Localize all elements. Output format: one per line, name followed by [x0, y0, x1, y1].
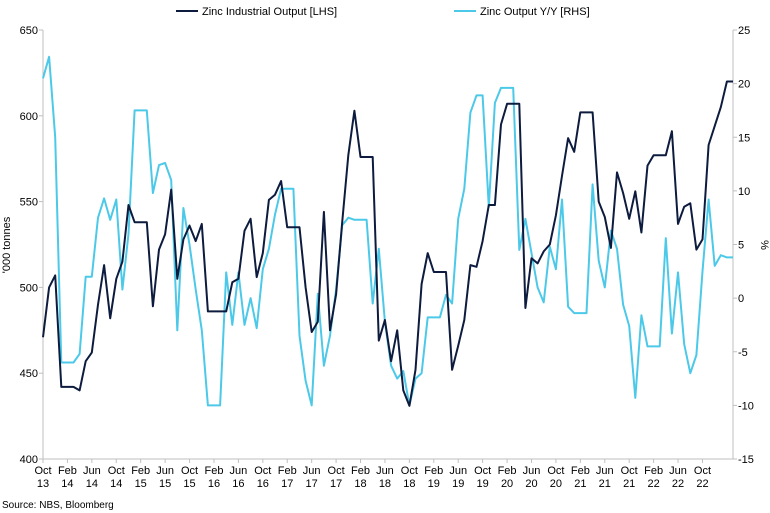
- left-tick-label: 500: [20, 282, 38, 294]
- x-tick-year: 18: [354, 478, 366, 490]
- x-tick-year: 19: [477, 478, 489, 490]
- x-tick-month: Oct: [34, 465, 51, 477]
- right-axis-title: %: [758, 240, 770, 250]
- x-tick-year: 22: [672, 478, 684, 490]
- legend-label-industrial-output: Zinc Industrial Output [LHS]: [202, 6, 337, 18]
- x-tick-year: 22: [647, 478, 659, 490]
- x-tick-year: 20: [550, 478, 562, 490]
- x-tick-month: Oct: [254, 465, 271, 477]
- x-tick-year: 16: [257, 478, 269, 490]
- x-tick-year: 19: [428, 478, 440, 490]
- left-tick-label: 550: [20, 197, 38, 209]
- x-tick-year: 13: [37, 478, 49, 490]
- x-tick-year: 19: [452, 478, 464, 490]
- x-tick-month: Jun: [230, 465, 248, 477]
- x-tick-month: Feb: [351, 465, 370, 477]
- x-tick-month: Feb: [131, 465, 150, 477]
- right-tick-label: -15: [738, 454, 754, 466]
- x-tick-year: 18: [379, 478, 391, 490]
- x-tick-year: 17: [281, 478, 293, 490]
- x-tick-month: Oct: [547, 465, 564, 477]
- x-tick-month: Jun: [523, 465, 541, 477]
- x-tick-year: 22: [696, 478, 708, 490]
- x-tick-month: Oct: [621, 465, 638, 477]
- x-tick-year: 20: [525, 478, 537, 490]
- x-tick-year: 17: [330, 478, 342, 490]
- right-axis-ticks: 25 20 15 10 5 0 -5 -10 -15: [733, 25, 754, 466]
- x-tick-month: Jun: [83, 465, 101, 477]
- right-tick-label: 5: [738, 240, 744, 252]
- left-tick-label: 450: [20, 368, 38, 380]
- series-line-industrial-output: [42, 80, 733, 407]
- x-tick-year: 21: [623, 478, 635, 490]
- x-tick-year: 21: [574, 478, 586, 490]
- x-tick-month: Jun: [376, 465, 394, 477]
- x-axis-ticks: Oct13Feb14Jun14Oct14Feb15Jun15Oct15Feb16…: [34, 459, 711, 490]
- left-tick-label: 650: [20, 25, 38, 37]
- legend-label-output-yy: Zinc Output Y/Y [RHS]: [480, 6, 590, 18]
- x-tick-month: Feb: [58, 465, 77, 477]
- x-tick-year: 16: [208, 478, 220, 490]
- right-tick-label: 0: [738, 293, 744, 305]
- x-tick-month: Oct: [328, 465, 345, 477]
- x-tick-month: Jun: [596, 465, 614, 477]
- x-tick-year: 14: [110, 478, 122, 490]
- right-tick-label: 20: [738, 79, 750, 91]
- left-axis-ticks: 650 600 550 500 450 400: [20, 25, 43, 466]
- x-tick-year: 14: [86, 478, 98, 490]
- x-tick-month: Feb: [571, 465, 590, 477]
- legend: Zinc Industrial Output [LHS] Zinc Output…: [176, 6, 590, 18]
- x-tick-year: 15: [159, 478, 171, 490]
- right-tick-label: -5: [738, 347, 748, 359]
- x-tick-year: 15: [183, 478, 195, 490]
- x-tick-year: 16: [232, 478, 244, 490]
- x-tick-month: Oct: [108, 465, 125, 477]
- x-tick-month: Oct: [181, 465, 198, 477]
- x-tick-month: Jun: [669, 465, 687, 477]
- x-tick-month: Oct: [474, 465, 491, 477]
- x-tick-month: Feb: [498, 465, 517, 477]
- x-tick-year: 21: [599, 478, 611, 490]
- series-layer: [42, 55, 733, 407]
- x-tick-month: Oct: [401, 465, 418, 477]
- x-tick-month: Jun: [449, 465, 467, 477]
- x-tick-year: 14: [61, 478, 73, 490]
- left-axis-title: '000 tonnes: [1, 216, 13, 273]
- right-tick-label: 10: [738, 186, 750, 198]
- x-tick-month: Feb: [644, 465, 663, 477]
- right-tick-label: -10: [738, 400, 754, 412]
- x-tick-year: 17: [306, 478, 318, 490]
- left-tick-label: 400: [20, 454, 38, 466]
- x-tick-month: Feb: [204, 465, 223, 477]
- x-tick-month: Jun: [156, 465, 174, 477]
- x-tick-year: 20: [501, 478, 513, 490]
- x-tick-year: 18: [403, 478, 415, 490]
- x-tick-month: Oct: [694, 465, 711, 477]
- right-tick-label: 25: [738, 25, 750, 37]
- x-tick-month: Feb: [424, 465, 443, 477]
- right-tick-label: 15: [738, 132, 750, 144]
- x-tick-month: Feb: [278, 465, 297, 477]
- x-tick-year: 15: [135, 478, 147, 490]
- x-tick-month: Jun: [303, 465, 321, 477]
- source-note: Source: NBS, Bloomberg: [2, 500, 114, 511]
- left-tick-label: 600: [20, 111, 38, 123]
